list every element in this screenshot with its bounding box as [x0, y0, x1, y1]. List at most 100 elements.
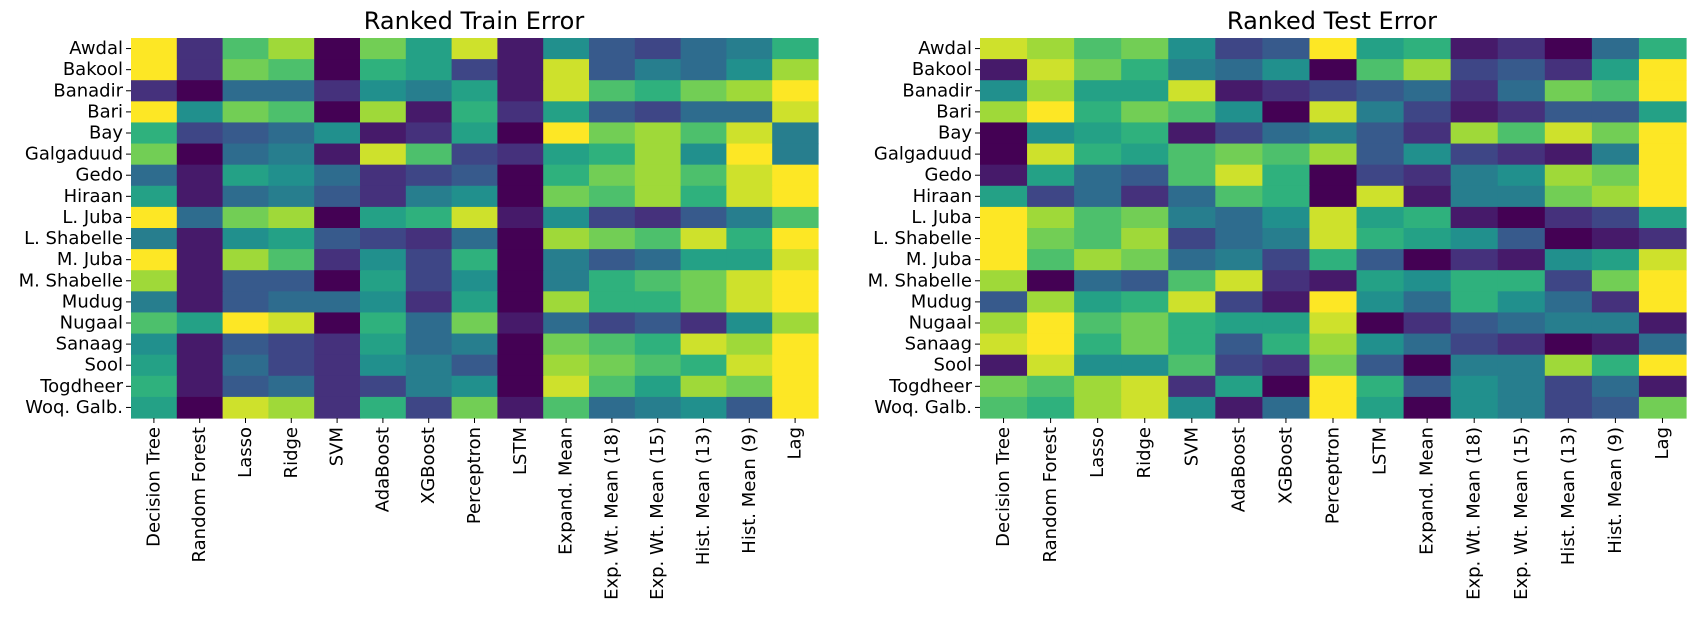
heatmap-cell: [726, 122, 773, 145]
heatmap-cell: [1074, 143, 1122, 166]
heatmap-cell: [1356, 143, 1405, 166]
heatmap-cell: [680, 396, 727, 419]
column-label: Hist. Mean (9): [1605, 427, 1626, 554]
heatmap-cell: [1262, 228, 1311, 250]
heatmap-cell: [1027, 38, 1075, 60]
heatmap-cell: [131, 228, 178, 250]
heatmap-cell: [1262, 354, 1311, 377]
heatmap-cell: [1027, 185, 1075, 208]
heatmap-cell: [1591, 396, 1640, 419]
heatmap-cell: [1168, 354, 1216, 377]
heatmap-cell: [1403, 312, 1452, 335]
heatmap-cell: [176, 291, 224, 314]
heatmap-cell: [131, 143, 178, 166]
heatmap-cell: [1403, 59, 1452, 81]
heatmap-cell: [1403, 396, 1452, 419]
row-label: Bakool: [63, 59, 123, 80]
heatmap-cell: [726, 291, 773, 314]
heatmap-cell: [176, 101, 224, 124]
heatmap-cell: [1356, 396, 1405, 419]
heatmap-cell: [772, 291, 819, 314]
heatmap-cell: [1403, 206, 1452, 229]
column-label: SVM: [1181, 427, 1202, 466]
heatmap-cell: [314, 312, 361, 335]
heatmap-cell: [451, 143, 498, 166]
heatmap-cell: [268, 249, 315, 271]
heatmap-cell: [634, 249, 682, 271]
heatmap-cell: [1215, 291, 1263, 314]
heatmap-cell: [980, 164, 1028, 187]
heatmap-cell: [1544, 143, 1593, 166]
heatmap-cell: [1074, 122, 1122, 145]
heatmap-cell: [1356, 270, 1405, 292]
heatmap-cell: [680, 270, 727, 292]
column-label: LSTM: [1370, 427, 1391, 475]
heatmap-cell: [726, 38, 773, 60]
heatmap-cell: [1497, 122, 1546, 145]
heatmap-cell: [222, 249, 269, 271]
heatmap-cell: [497, 291, 544, 314]
heatmap-cell: [1544, 333, 1593, 356]
heatmap-cell: [405, 206, 453, 229]
heatmap-cell: [1027, 354, 1075, 377]
heatmap-cell: [1168, 38, 1216, 60]
heatmap-cell: [1121, 59, 1169, 81]
column-label: Perceptron: [464, 427, 485, 524]
heatmap-cell: [726, 206, 773, 229]
heatmap-cell: [222, 291, 269, 314]
heatmap-cell: [589, 206, 636, 229]
column-label: Ridge: [1134, 427, 1155, 478]
heatmap-cell: [1450, 375, 1499, 398]
heatmap-cell: [1497, 333, 1546, 356]
heatmap-cell: [451, 291, 498, 314]
heatmap-cell: [1121, 333, 1169, 356]
heatmap-cell: [451, 80, 498, 102]
heatmap-cell: [1215, 312, 1263, 335]
column-label: Lasso: [1087, 427, 1108, 478]
heatmap-cell: [1262, 38, 1311, 60]
row-label: Woq. Galb.: [874, 397, 972, 418]
heatmap-cell: [543, 164, 590, 187]
heatmap-cell: [1591, 312, 1640, 335]
heatmap-cell: [980, 270, 1028, 292]
heatmap-cell: [405, 101, 453, 124]
heatmap-cell: [1121, 185, 1169, 208]
heatmap-cell: [176, 143, 224, 166]
heatmap-cell: [405, 59, 453, 81]
row-label: L. Juba: [911, 207, 972, 228]
heatmap-cell: [131, 185, 178, 208]
heatmap-cell: [726, 249, 773, 271]
heatmap-cell: [1027, 396, 1075, 419]
heatmap-cell: [772, 249, 819, 271]
heatmap-cell: [1121, 270, 1169, 292]
heatmap-cell: [1544, 249, 1593, 271]
heatmap-cell: [1638, 354, 1687, 377]
heatmap-cell: [405, 375, 453, 398]
heatmap-cell: [497, 396, 544, 419]
heatmap-cell: [1638, 312, 1687, 335]
row-label: Mudug: [62, 291, 123, 312]
heatmap-cell: [772, 59, 819, 81]
heatmap-cell: [772, 80, 819, 102]
heatmap-cell: [1121, 249, 1169, 271]
heatmap-cell: [1074, 396, 1122, 419]
heatmap-cell: [1074, 270, 1122, 292]
heatmap-cell: [1403, 185, 1452, 208]
heatmap-cell: [1168, 249, 1216, 271]
heatmap-cell: [589, 122, 636, 145]
chart-title: Ranked Test Error: [1227, 7, 1437, 35]
heatmap-cell: [772, 143, 819, 166]
heatmap-cell: [1638, 270, 1687, 292]
row-label: Sool: [85, 355, 123, 376]
heatmap-cell: [360, 122, 407, 145]
heatmap-cell: [314, 396, 361, 419]
row-label: Bari: [87, 101, 123, 122]
column-label: Random Forest: [1040, 427, 1061, 562]
column-label: XGBoost: [1275, 427, 1296, 504]
heatmap-cell: [1497, 291, 1546, 314]
heatmap-cell: [1309, 333, 1358, 356]
heatmap-cell: [1215, 270, 1263, 292]
row-label: Bari: [936, 101, 972, 122]
heatmap-cell: [680, 375, 727, 398]
heatmap-cell: [589, 312, 636, 335]
